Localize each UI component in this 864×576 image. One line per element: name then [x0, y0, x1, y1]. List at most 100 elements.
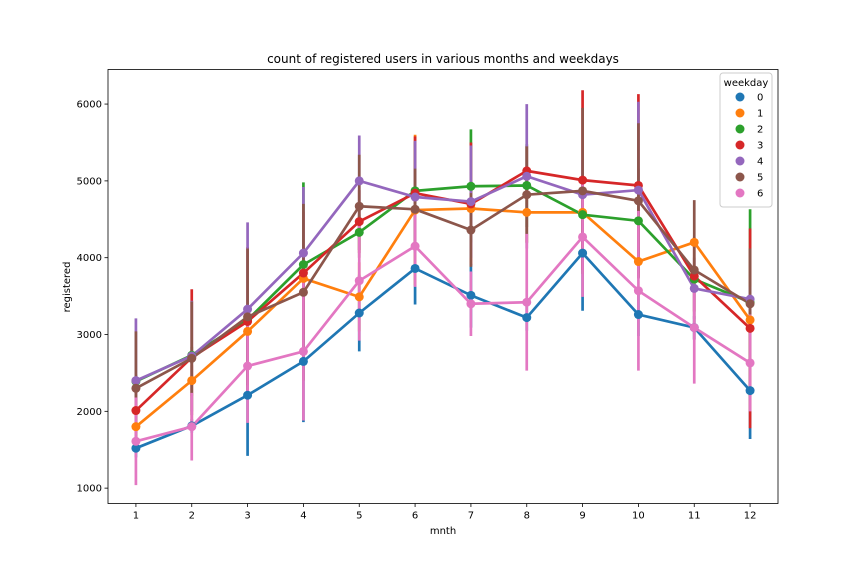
data-point-4: [466, 197, 476, 207]
y-tick-label: 3000: [77, 330, 102, 341]
data-point-4: [354, 176, 364, 186]
data-point-5: [187, 353, 197, 363]
x-axis-label: mnth: [430, 526, 456, 537]
data-point-6: [410, 241, 420, 251]
data-point-0: [243, 390, 253, 400]
x-tick-label: 2: [189, 511, 195, 522]
y-tick-label: 5000: [77, 176, 102, 187]
data-point-1: [243, 326, 253, 336]
x-tick-label: 8: [524, 511, 530, 522]
series-line-6: [135, 235, 751, 443]
data-point-2: [298, 260, 308, 270]
data-point-0: [633, 310, 643, 320]
y-axis-label: registered: [62, 262, 73, 313]
data-point-5: [243, 312, 253, 322]
series-line-4: [135, 174, 751, 382]
data-point-4: [633, 185, 643, 195]
data-point-4: [522, 171, 532, 181]
y-tick-label: 6000: [77, 100, 102, 111]
data-point-4: [131, 376, 141, 386]
data-point-6: [522, 297, 532, 307]
data-point-6: [633, 286, 643, 296]
data-point-6: [689, 323, 699, 333]
legend-label-6: 6: [757, 189, 763, 200]
legend-label-3: 3: [757, 141, 763, 152]
y-tick-label: 2000: [77, 407, 102, 418]
x-tick-label: 1: [133, 511, 139, 522]
data-point-1: [522, 207, 532, 217]
error-bars: [134, 90, 752, 486]
legend-marker-0: [735, 92, 745, 102]
data-point-5: [578, 186, 588, 196]
data-point-0: [131, 443, 141, 453]
legend-label-4: 4: [757, 157, 763, 168]
legend-label-1: 1: [757, 109, 763, 120]
data-point-5: [466, 225, 476, 235]
legend-label-5: 5: [757, 173, 763, 184]
plot-area-frame: [107, 69, 779, 504]
data-point-1: [187, 376, 197, 386]
data-point-6: [131, 436, 141, 446]
data-point-4: [689, 283, 699, 293]
data-point-0: [578, 248, 588, 258]
data-point-6: [243, 361, 253, 371]
x-tick-label: 11: [688, 511, 701, 522]
data-point-3: [354, 217, 364, 227]
data-point-6: [745, 358, 755, 368]
data-point-3: [298, 268, 308, 278]
series-line-5: [135, 189, 751, 390]
x-axis: 1 2 3 4 5 6 7 8 9 10 11 12: [133, 503, 757, 522]
data-point-4: [298, 248, 308, 258]
x-tick-label: 10: [632, 511, 645, 522]
data-point-5: [745, 299, 755, 309]
x-tick-label: 12: [744, 511, 757, 522]
data-point-3: [578, 175, 588, 185]
y-tick-label: 1000: [77, 484, 102, 495]
data-point-1: [633, 257, 643, 267]
data-point-6: [578, 232, 588, 242]
data-point-5: [298, 287, 308, 297]
data-point-0: [522, 313, 532, 323]
legend-marker-5: [735, 172, 745, 182]
data-point-2: [578, 210, 588, 220]
data-point-1: [354, 292, 364, 302]
data-point-0: [745, 386, 755, 396]
data-point-1: [745, 315, 755, 325]
data-point-6: [187, 422, 197, 432]
legend-marker-1: [735, 108, 745, 118]
y-tick-label: 4000: [77, 253, 102, 264]
data-point-2: [466, 181, 476, 191]
data-point-6: [298, 346, 308, 356]
data-point-2: [522, 180, 532, 190]
data-point-2: [633, 216, 643, 226]
data-point-5: [689, 265, 699, 275]
legend-marker-3: [735, 140, 745, 150]
legend-title: weekday: [724, 78, 769, 89]
series-line-1: [135, 207, 752, 428]
series-line-0: [135, 251, 752, 450]
legend-label-0: 0: [757, 93, 763, 104]
data-point-0: [466, 290, 476, 300]
legend-marker-2: [735, 124, 745, 134]
data-point-6: [354, 276, 364, 286]
chart-title: count of registered users in various mon…: [267, 52, 619, 66]
data-point-0: [298, 356, 308, 366]
legend-label-2: 2: [757, 125, 763, 136]
x-tick-label: 9: [579, 511, 585, 522]
x-tick-label: 4: [300, 511, 306, 522]
legend-marker-6: [735, 188, 745, 198]
data-point-5: [522, 190, 532, 200]
legend-box: [719, 72, 773, 208]
data-points: [131, 166, 755, 453]
data-point-3: [745, 323, 755, 333]
x-tick-label: 3: [244, 511, 250, 522]
data-point-1: [131, 422, 141, 432]
data-point-4: [243, 304, 253, 314]
data-point-0: [410, 263, 420, 273]
y-axis: 1000 2000 3000 4000 5000 6000: [77, 100, 108, 495]
data-point-5: [410, 204, 420, 214]
data-point-6: [466, 299, 476, 309]
data-point-0: [354, 308, 364, 318]
x-tick-label: 5: [356, 511, 362, 522]
